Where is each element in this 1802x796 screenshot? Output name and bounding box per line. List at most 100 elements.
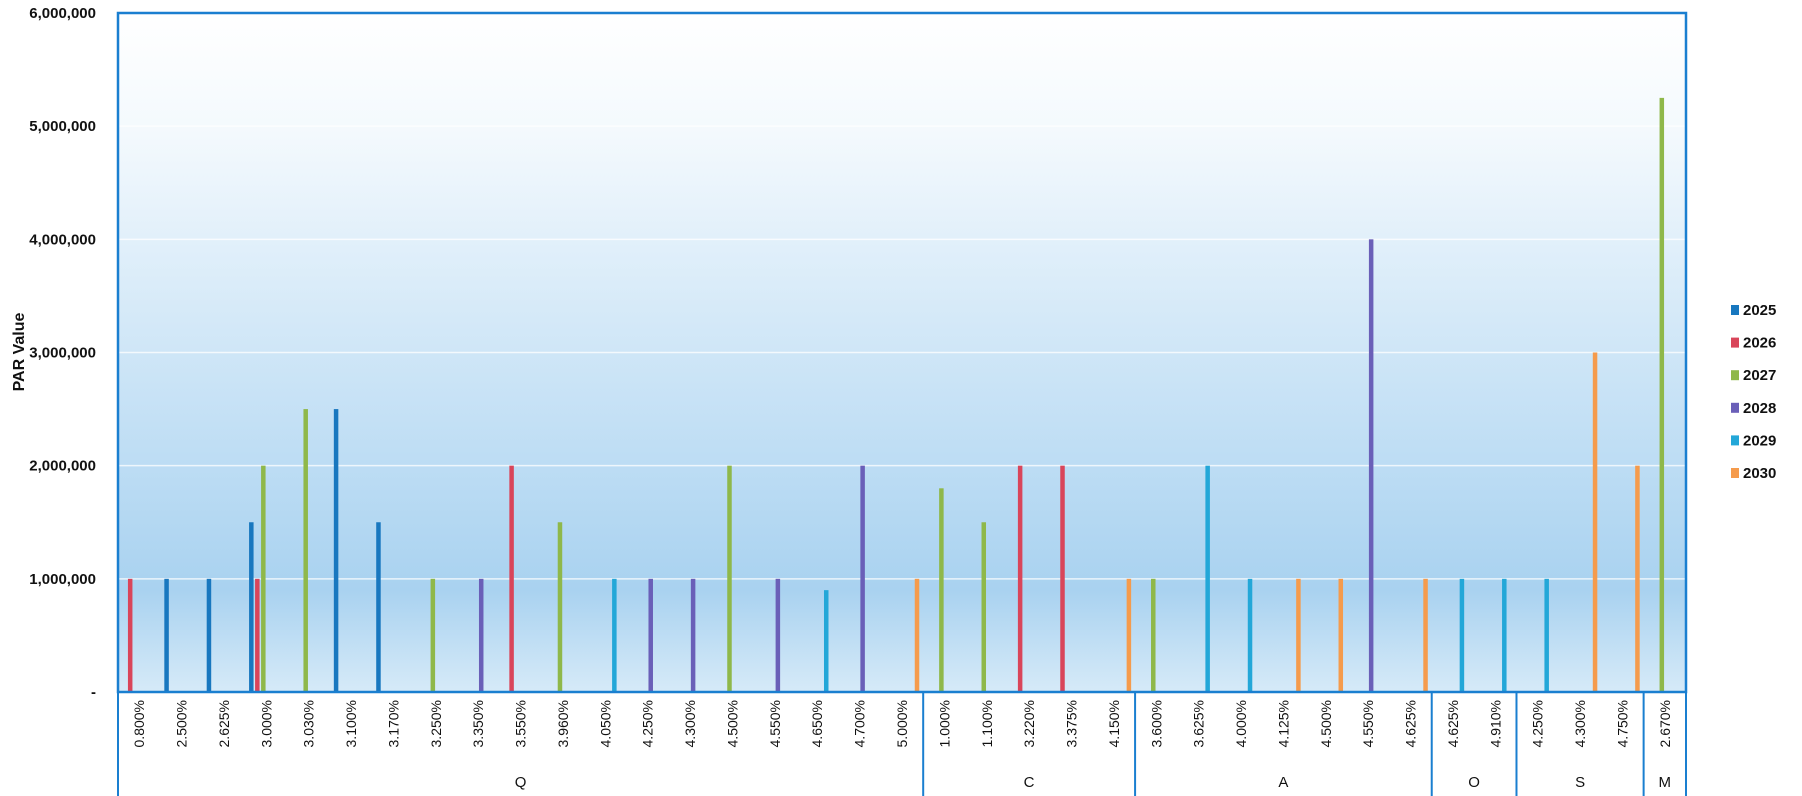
x-tick-label: 4.910% — [1487, 700, 1503, 747]
y-tick-label: 6,000,000 — [29, 5, 96, 22]
bar — [303, 409, 308, 692]
x-tick-label: 4.700% — [852, 700, 868, 747]
bar — [914, 578, 920, 692]
bar — [1151, 578, 1156, 692]
x-tick-label: 3.960% — [555, 700, 571, 747]
x-tick-label: 3.220% — [1021, 700, 1037, 747]
x-tick-label: 4.550% — [1360, 700, 1376, 747]
x-tick-label: 1.100% — [979, 700, 995, 747]
bar — [261, 465, 266, 692]
x-tick-label: 3.170% — [386, 700, 402, 747]
x-tick-label: 4.150% — [1106, 700, 1122, 747]
x-tick-label: 2.500% — [174, 700, 190, 747]
x-tick-label: 5.000% — [894, 700, 910, 747]
x-tick-label: 4.300% — [1572, 700, 1588, 747]
x-tick-label: 4.050% — [597, 700, 613, 747]
bar — [690, 578, 696, 692]
group-label: A — [1278, 774, 1288, 791]
bar — [775, 578, 781, 692]
x-tick-label: 0.800% — [131, 700, 147, 747]
bar — [1659, 97, 1665, 693]
x-tick-label: 3.100% — [343, 700, 359, 747]
bar — [1502, 578, 1507, 692]
x-tick-label: 3.350% — [470, 700, 486, 747]
group-label: S — [1575, 774, 1585, 791]
group-label: C — [1024, 774, 1035, 791]
x-tick-label: 4.000% — [1233, 700, 1249, 747]
y-axis-label: PAR Value — [11, 312, 28, 391]
x-tick-label: 4.300% — [682, 700, 698, 747]
y-tick-label: 4,000,000 — [29, 231, 96, 248]
bar — [557, 522, 563, 692]
bar — [823, 590, 829, 692]
y-tick-label: 1,000,000 — [29, 571, 96, 588]
bars — [127, 97, 1665, 693]
bar — [1247, 578, 1253, 692]
bar — [1544, 578, 1549, 692]
y-tick-label: - — [91, 684, 96, 701]
bar — [1017, 465, 1023, 692]
bar — [727, 465, 732, 692]
bar — [1296, 578, 1301, 692]
x-tick-label: 2.670% — [1657, 700, 1673, 747]
group-label: M — [1659, 774, 1672, 791]
bar — [1592, 352, 1598, 692]
x-tick-label: 4.625% — [1445, 700, 1461, 747]
bar — [1635, 465, 1640, 692]
x-tick-label: 4.625% — [1403, 700, 1419, 747]
bar — [206, 578, 212, 692]
x-tick-label: 4.125% — [1275, 700, 1291, 747]
x-tick-label: 4.500% — [1318, 700, 1334, 747]
legend-swatch — [1731, 337, 1739, 348]
x-tick-label: 4.250% — [1530, 700, 1546, 747]
x-tick-label: 3.550% — [513, 700, 529, 747]
bar — [1423, 578, 1428, 692]
legend-swatch — [1731, 305, 1739, 315]
x-tick-label: 4.650% — [809, 700, 825, 747]
x-tick-label: 4.550% — [767, 700, 783, 747]
x-tick-label: 1.000% — [936, 700, 952, 747]
bar — [127, 578, 133, 692]
bar — [249, 522, 254, 692]
bar — [430, 578, 436, 692]
bar — [478, 578, 484, 692]
legend-swatch — [1731, 435, 1739, 446]
x-tick-label: 3.030% — [301, 700, 317, 747]
legend-label: 2029 — [1743, 432, 1776, 449]
legend-swatch — [1731, 370, 1739, 381]
legend-label: 2027 — [1743, 367, 1776, 384]
x-tick-label: 3.600% — [1148, 700, 1164, 747]
legend-swatch — [1731, 402, 1739, 413]
bar — [376, 522, 381, 692]
x-tick-label: 2.625% — [216, 700, 232, 747]
bar — [1368, 239, 1374, 692]
group-label: O — [1468, 774, 1480, 791]
legend-label: 2030 — [1743, 465, 1776, 482]
bar — [1205, 465, 1210, 692]
plot-border — [116, 11, 1688, 694]
bar — [1060, 465, 1065, 692]
bar — [612, 578, 617, 692]
bar — [1126, 578, 1132, 692]
x-tick-label: 4.750% — [1614, 700, 1630, 747]
y-tick-label: 3,000,000 — [29, 345, 96, 362]
bar — [164, 578, 169, 692]
x-axis: 0.800% 2.500% 2.625% 3.000% 3.030% 3.100% 3.17… — [117, 692, 1687, 796]
bar — [981, 522, 987, 692]
x-tick-label: 3.375% — [1064, 700, 1080, 747]
bar — [1338, 578, 1344, 692]
bar — [333, 409, 339, 692]
legend-label: 2028 — [1743, 400, 1776, 417]
legend-label: 2026 — [1743, 335, 1776, 352]
bar — [1459, 578, 1465, 692]
bar — [939, 488, 944, 692]
y-axis-ticks: - 1,000,000 2,000,000 3,000,000 4,000,000 5,0… — [29, 5, 96, 701]
legend-swatch — [1731, 468, 1739, 478]
bar — [648, 578, 653, 692]
y-tick-label: 5,000,000 — [29, 118, 96, 135]
bar — [255, 578, 260, 692]
x-tick-label: 3.625% — [1191, 700, 1207, 747]
y-tick-label: 2,000,000 — [29, 458, 96, 475]
legend-label: 2025 — [1743, 302, 1776, 319]
